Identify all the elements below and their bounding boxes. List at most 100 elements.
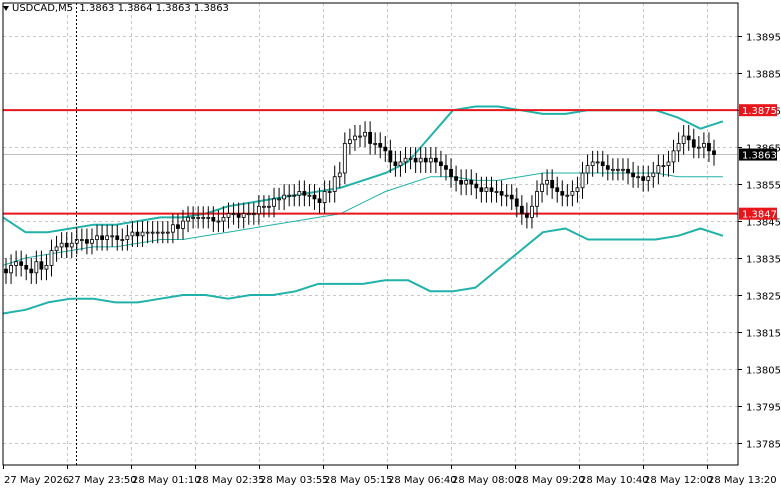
candle-body-up — [125, 235, 130, 240]
candle — [181, 209, 185, 240]
candle — [484, 176, 489, 203]
candle — [560, 180, 565, 207]
candle — [241, 202, 246, 229]
candle — [160, 221, 165, 244]
candle-body-up — [262, 205, 266, 208]
plot-frame — [2, 2, 739, 466]
candle-body-up — [297, 191, 302, 196]
x-tick-label: 28 May 02:35 — [196, 475, 265, 486]
candle — [165, 221, 170, 244]
candle-body-up — [656, 165, 661, 174]
candle-body-down — [712, 150, 716, 155]
y-tick-label: 1.3785 — [746, 440, 781, 451]
candle — [110, 224, 115, 247]
candle — [403, 147, 408, 174]
candle — [342, 132, 347, 185]
candle-body-down — [469, 180, 474, 185]
candle — [125, 224, 130, 251]
candle-body-up — [696, 146, 701, 149]
candle — [135, 221, 140, 247]
candle-body-down — [393, 161, 398, 167]
candle-body-up — [277, 198, 281, 201]
y-tick-label: 1.3855 — [746, 181, 781, 192]
candle-body-down — [211, 216, 216, 222]
candle — [439, 150, 443, 177]
candle — [14, 250, 19, 277]
candle-body-up — [160, 231, 165, 234]
x-tick-label: 28 May 12:00 — [644, 475, 713, 486]
candle — [100, 224, 104, 251]
candle — [327, 180, 332, 203]
candle-body-up — [342, 143, 347, 174]
candle-body-up — [494, 191, 499, 193]
candle — [19, 250, 24, 277]
candle — [105, 224, 110, 251]
candle — [216, 209, 221, 233]
candle-body-down — [560, 191, 565, 196]
candle — [398, 150, 403, 177]
candle-body-up — [353, 135, 357, 141]
candle-body-up — [14, 261, 19, 266]
candle-body-up — [408, 157, 413, 160]
candle — [413, 147, 418, 174]
candle-body-up — [585, 165, 590, 174]
candle-body-up — [363, 131, 367, 137]
candle — [671, 139, 676, 174]
candle — [317, 187, 322, 214]
chevron-down-icon[interactable] — [3, 5, 9, 11]
candle — [575, 176, 580, 203]
candle — [170, 213, 175, 244]
candle — [196, 206, 201, 229]
candle — [307, 184, 312, 207]
candle-body-down — [489, 187, 494, 192]
candle-body-down — [691, 139, 696, 148]
candle-body-up — [226, 213, 231, 218]
y-tick-label: 1.3895 — [746, 33, 781, 44]
candle — [64, 232, 69, 259]
candle-body-up — [535, 191, 539, 207]
candle-body-up — [661, 165, 666, 168]
candle-body-down — [479, 187, 484, 192]
candle-body-up — [206, 216, 211, 219]
candle — [272, 187, 276, 218]
candle — [282, 184, 287, 210]
level-label: 1.3875 — [742, 106, 777, 117]
candle-body-down — [474, 183, 479, 189]
candle-body-down — [600, 161, 605, 167]
candle — [691, 128, 696, 159]
candle — [39, 250, 44, 281]
candle-body-up — [610, 168, 615, 171]
candle — [251, 202, 256, 225]
candle — [631, 161, 635, 188]
candle-body-up — [165, 231, 170, 234]
candle-body-up — [666, 161, 671, 167]
candle-body-up — [201, 216, 206, 219]
candle — [686, 124, 691, 151]
candle — [519, 195, 524, 225]
candle — [428, 147, 433, 174]
candle-body-down — [4, 268, 8, 274]
candle-body-up — [595, 161, 600, 164]
candle — [666, 150, 671, 177]
ohlc-values: 1.3863 1.3864 1.3863 1.3863 — [79, 3, 229, 14]
candle-body-up — [272, 198, 276, 207]
candle-body-down — [555, 187, 560, 192]
candle-body-down — [499, 191, 504, 196]
candle-body-up — [540, 183, 544, 192]
y-tick-label: 1.3845 — [746, 218, 781, 229]
candle-body-up — [267, 205, 271, 208]
candle-body-up — [221, 216, 226, 222]
candle-body-down — [433, 157, 438, 163]
candle-body-up — [332, 176, 337, 192]
candle-body-up — [347, 139, 352, 144]
candle — [155, 221, 160, 244]
candle-body-up — [79, 239, 84, 241]
candle-body-up — [651, 172, 656, 178]
candle — [353, 124, 357, 151]
candle — [535, 180, 539, 218]
candle-body-up — [9, 265, 13, 274]
candle — [530, 195, 534, 229]
candle — [626, 158, 630, 185]
